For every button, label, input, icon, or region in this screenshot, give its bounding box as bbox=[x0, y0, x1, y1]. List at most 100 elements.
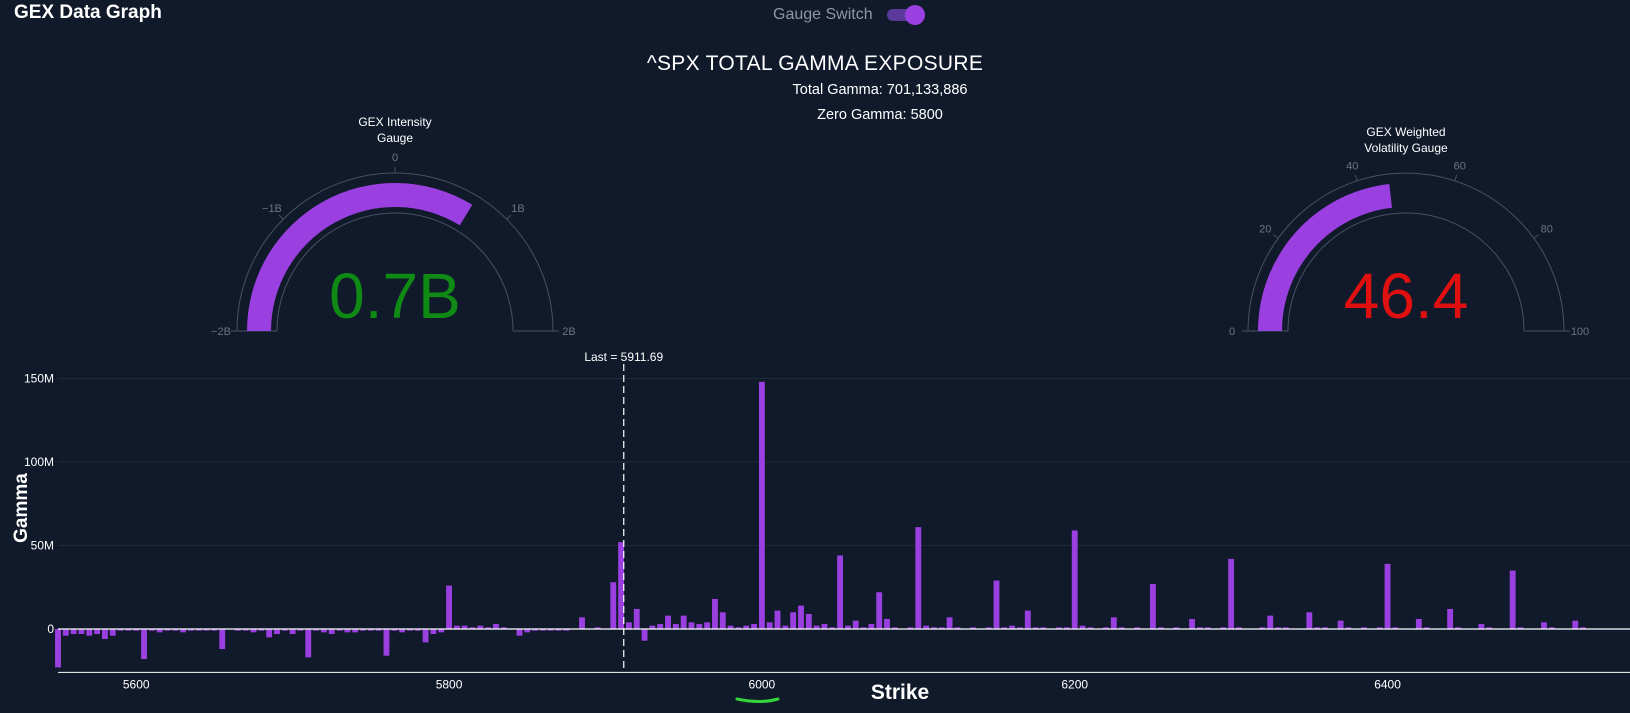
gamma-bar bbox=[884, 618, 890, 629]
gamma-bar bbox=[1306, 612, 1313, 629]
app-title: GEX Data Graph bbox=[14, 2, 162, 23]
gamma-bar bbox=[766, 622, 773, 629]
gamma-bar bbox=[829, 627, 836, 629]
gamma-bar bbox=[688, 622, 695, 629]
gamma-bar bbox=[712, 598, 718, 629]
gamma-bar bbox=[289, 629, 296, 635]
x-axis-ticks: 5600 5800 6000 6200 6400 bbox=[123, 677, 1401, 691]
gamma-bar bbox=[399, 629, 406, 633]
gamma-bar bbox=[1509, 570, 1516, 629]
g2-tick-label: 0 bbox=[1229, 326, 1235, 338]
gamma-bar bbox=[86, 629, 93, 636]
gamma-bar bbox=[821, 623, 828, 629]
gamma-bar bbox=[852, 620, 859, 629]
gauge2-value-bar bbox=[1258, 183, 1393, 331]
gamma-bar bbox=[477, 625, 484, 629]
gamma-bar bbox=[1134, 627, 1141, 629]
gamma-bar bbox=[1056, 627, 1063, 629]
gamma-bar bbox=[156, 629, 163, 633]
gamma-bar bbox=[125, 629, 132, 631]
gamma-bar bbox=[719, 612, 726, 629]
gamma-bar bbox=[1001, 627, 1008, 629]
gamma-bar bbox=[790, 612, 797, 629]
gamma-bar bbox=[1103, 627, 1109, 629]
x-tick-label: 5600 bbox=[123, 677, 150, 691]
gamma-bar bbox=[375, 629, 382, 631]
gauge2-value-text: 46.4 bbox=[1344, 260, 1469, 332]
gamma-bar bbox=[1079, 625, 1086, 629]
gamma-bar bbox=[758, 381, 765, 629]
gamma-bar bbox=[281, 629, 288, 631]
gamma-bar bbox=[305, 629, 312, 658]
gamma-bar bbox=[109, 629, 116, 636]
gamma-bar bbox=[1345, 627, 1352, 629]
gamma-bar bbox=[446, 585, 452, 629]
gamma-bar bbox=[1337, 620, 1344, 629]
gauge-switch-toggle[interactable] bbox=[886, 5, 925, 25]
gamma-bar bbox=[516, 629, 523, 636]
gamma-bar bbox=[805, 613, 812, 629]
gamma-bar bbox=[1267, 615, 1274, 629]
gamma-bar bbox=[751, 623, 757, 629]
gamma-bar bbox=[860, 627, 867, 629]
gauge1-inner-arc bbox=[276, 212, 514, 332]
gamma-bar bbox=[1486, 627, 1493, 629]
gauge-switch-label: Gauge Switch bbox=[773, 6, 873, 23]
gamma-bar bbox=[164, 629, 171, 631]
gamma-bar bbox=[70, 629, 77, 635]
g1-tick-mark bbox=[506, 214, 512, 220]
gamma-bar bbox=[931, 627, 937, 629]
gamma-bar bbox=[1580, 627, 1587, 629]
gamma-bar bbox=[672, 623, 679, 629]
last-price-label: Last = 5911.69 bbox=[584, 350, 663, 364]
gamma-bar bbox=[1548, 627, 1555, 629]
gamma-bar bbox=[1384, 563, 1391, 629]
gamma-bar bbox=[563, 629, 570, 631]
gamma-bar bbox=[1009, 625, 1016, 629]
gamma-bar bbox=[743, 625, 750, 629]
gamma-bar bbox=[680, 615, 687, 629]
gamma-bar bbox=[665, 615, 671, 629]
gamma-bar bbox=[407, 629, 413, 631]
g2-tick-label: 20 bbox=[1259, 224, 1271, 236]
total-gamma-text: Total Gamma: 701,133,886 bbox=[792, 82, 968, 98]
gamma-bar bbox=[1392, 627, 1399, 629]
gamma-bar bbox=[422, 629, 429, 643]
gauge1-ticks: −2B −1B 0 1B 2B bbox=[211, 152, 576, 338]
gamma-bar bbox=[148, 629, 155, 631]
gamma-bar bbox=[1415, 618, 1422, 629]
x-tick-label: 5800 bbox=[436, 677, 463, 691]
gamma-bar bbox=[234, 629, 241, 631]
gamma-bar bbox=[250, 629, 257, 633]
g2-tick-label: 100 bbox=[1571, 326, 1589, 338]
gamma-bar bbox=[594, 627, 601, 629]
gamma-bar bbox=[868, 623, 875, 629]
gamma-bar bbox=[555, 629, 562, 631]
y-tick-label: 100M bbox=[24, 455, 54, 469]
x-tick-label: 6400 bbox=[1374, 677, 1401, 691]
g1-tick-label: −2B bbox=[211, 326, 231, 338]
gamma-bar bbox=[188, 629, 194, 631]
gamma-bar bbox=[532, 629, 539, 631]
gamma-bar bbox=[1282, 627, 1289, 629]
gamma-bar bbox=[985, 627, 992, 629]
gamma-bar bbox=[242, 629, 249, 631]
gamma-bar bbox=[297, 629, 304, 631]
gamma-bar bbox=[938, 627, 945, 629]
gamma-bar bbox=[469, 627, 476, 629]
gauge1-title-line2: Gauge bbox=[377, 131, 413, 145]
gamma-bar bbox=[219, 629, 226, 650]
gamma-bar bbox=[727, 625, 734, 629]
gamma-bar bbox=[1478, 623, 1485, 629]
toggle-knob bbox=[904, 5, 925, 25]
g2-tick-mark bbox=[1533, 234, 1539, 239]
gamma-bar bbox=[1087, 627, 1094, 629]
gamma-bar bbox=[1236, 627, 1242, 629]
x-axis-title: Strike bbox=[871, 681, 929, 704]
gamma-bar bbox=[391, 629, 398, 631]
gamma-bar bbox=[383, 629, 390, 656]
gamma-bar bbox=[78, 629, 85, 635]
gamma-bar bbox=[1157, 627, 1164, 629]
gamma-bar bbox=[993, 580, 1000, 629]
